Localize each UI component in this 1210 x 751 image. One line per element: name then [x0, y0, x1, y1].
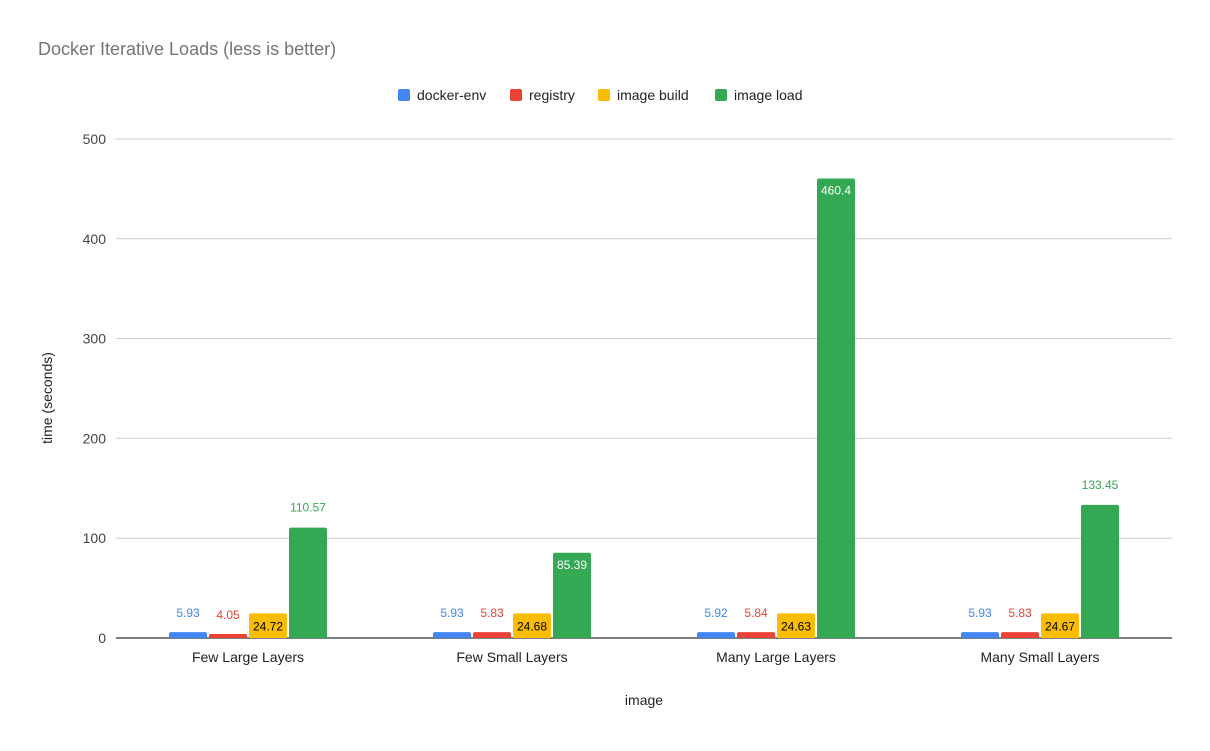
legend-item[interactable]: registry	[510, 87, 575, 103]
gridlines: 0 100 200 300 400 500	[83, 131, 1172, 646]
data-label: 5.84	[744, 606, 768, 620]
legend-label: image load	[734, 87, 803, 103]
data-label: 5.93	[176, 606, 200, 620]
bar	[777, 613, 815, 638]
y-tick-label: 100	[83, 530, 107, 546]
y-axis-label: time (seconds)	[39, 352, 55, 444]
bars: Few Large Layers 5.93 4.05 24.72 110.57 Few S…	[169, 178, 1119, 665]
x-tick-label: Many Large Layers	[716, 649, 836, 665]
x-tick-label: Many Small Layers	[980, 649, 1099, 665]
bar	[1081, 504, 1119, 638]
bar	[697, 632, 735, 638]
legend-swatch	[510, 89, 522, 101]
bar	[289, 527, 327, 638]
x-tick-label: Few Large Layers	[192, 649, 304, 665]
bar	[473, 632, 511, 638]
data-label: 5.83	[480, 606, 504, 620]
bar	[553, 552, 591, 638]
bar	[433, 632, 471, 638]
data-label: 24.68	[517, 620, 547, 634]
bar	[169, 632, 207, 638]
legend-label: registry	[529, 87, 575, 103]
data-label: 110.57	[290, 501, 326, 515]
bar	[817, 178, 855, 638]
bar	[209, 633, 247, 638]
legend: docker-env registry image build image load	[398, 87, 803, 103]
chart-title: Docker Iterative Loads (less is better)	[38, 39, 336, 59]
legend-label: image build	[617, 87, 689, 103]
y-tick-label: 200	[83, 430, 107, 446]
bar	[961, 632, 999, 638]
bar	[737, 632, 775, 638]
data-label: 460.4	[821, 184, 851, 198]
data-label: 4.05	[216, 608, 240, 622]
data-label: 133.45	[1082, 478, 1119, 492]
legend-label: docker-env	[417, 87, 486, 103]
data-label: 24.67	[1045, 620, 1075, 634]
bar	[249, 613, 287, 638]
data-label: 24.72	[253, 620, 283, 634]
data-label: 85.39	[557, 558, 587, 572]
bar	[513, 613, 551, 638]
y-tick-label: 500	[83, 131, 107, 147]
legend-swatch	[598, 89, 610, 101]
legend-swatch	[398, 89, 410, 101]
data-label: 5.83	[1008, 606, 1032, 620]
y-tick-label: 300	[83, 331, 107, 347]
legend-item[interactable]: docker-env	[398, 87, 486, 103]
data-label: 5.93	[440, 606, 464, 620]
legend-swatch	[715, 89, 727, 101]
bar	[1041, 613, 1079, 638]
legend-item[interactable]: image load	[715, 87, 803, 103]
bar	[1001, 632, 1039, 638]
data-label: 5.92	[704, 606, 728, 620]
legend-item[interactable]: image build	[598, 87, 689, 103]
data-label: 5.93	[968, 606, 992, 620]
data-label: 24.63	[781, 620, 811, 634]
x-axis-label: image	[625, 692, 663, 708]
y-tick-label: 0	[98, 630, 106, 646]
y-tick-label: 400	[83, 231, 107, 247]
x-tick-label: Few Small Layers	[456, 649, 567, 665]
